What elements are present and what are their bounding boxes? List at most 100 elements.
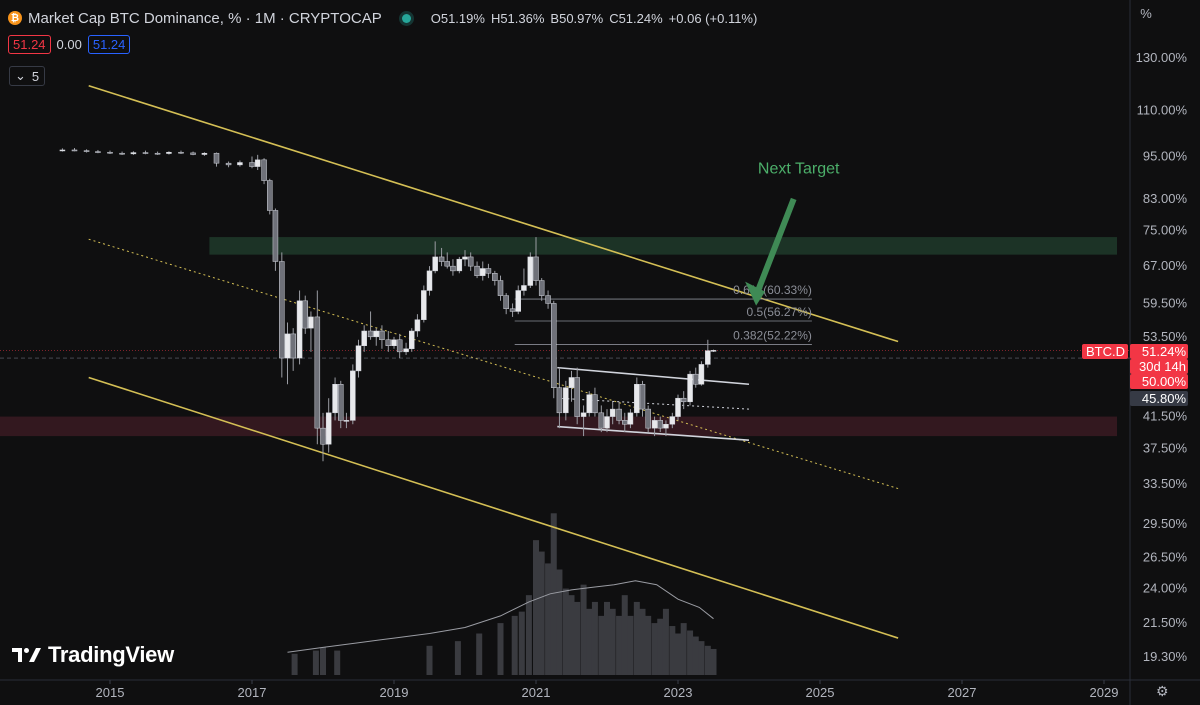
candle-body[interactable] <box>178 151 184 154</box>
candle-body[interactable] <box>190 152 196 155</box>
price-label-level[interactable]: 45.80% <box>1142 391 1187 406</box>
candle-body[interactable] <box>290 333 296 359</box>
candle-body[interactable] <box>604 416 610 429</box>
candle-body[interactable] <box>225 162 232 166</box>
candle-body[interactable] <box>663 423 669 429</box>
candle-body[interactable] <box>705 350 711 365</box>
candle-body[interactable] <box>361 330 367 346</box>
price-label-level[interactable]: 50.00% <box>1142 374 1187 389</box>
candle-body[interactable] <box>509 308 516 312</box>
candle-body[interactable] <box>687 373 693 403</box>
candle-body[interactable] <box>680 397 687 403</box>
candle-body[interactable] <box>154 152 161 155</box>
candle-body[interactable] <box>675 397 681 417</box>
candle-body[interactable] <box>385 339 392 346</box>
candle-body[interactable] <box>444 261 450 267</box>
candle-body[interactable] <box>456 258 463 272</box>
candle-body[interactable] <box>545 295 551 304</box>
candle-body[interactable] <box>622 420 628 425</box>
candle-body[interactable] <box>634 383 640 414</box>
trendline-flag-bottom[interactable] <box>557 425 750 441</box>
candle-body[interactable] <box>107 151 113 154</box>
candle-body[interactable] <box>538 280 545 296</box>
candle-body[interactable] <box>563 387 569 414</box>
candle-body[interactable] <box>467 256 474 267</box>
candle-body[interactable] <box>485 268 492 274</box>
candle-body[interactable] <box>432 256 438 272</box>
gear-icon[interactable]: ⚙ <box>1156 683 1169 699</box>
candle-body[interactable] <box>421 290 427 320</box>
price-label-countdown[interactable]: 30d 14h <box>1139 359 1186 374</box>
candle-body[interactable] <box>627 412 634 425</box>
candle-body[interactable] <box>426 270 433 291</box>
candle-body[interactable] <box>556 387 563 414</box>
tradingview-logo[interactable]: TradingView <box>12 642 174 668</box>
candle-body[interactable] <box>474 265 480 276</box>
candle-body[interactable] <box>396 339 403 353</box>
buy-button[interactable]: 51.24 <box>87 35 131 54</box>
candle-body[interactable] <box>592 394 598 414</box>
candle-body[interactable] <box>279 261 285 359</box>
candle-body[interactable] <box>314 316 321 429</box>
candle-body[interactable] <box>83 150 90 152</box>
candle-body[interactable] <box>403 348 409 353</box>
candle-body[interactable] <box>379 330 385 341</box>
candle-body[interactable] <box>503 295 509 310</box>
candle-body[interactable] <box>213 152 220 164</box>
candle-body[interactable] <box>95 151 101 153</box>
candle-body[interactable] <box>527 256 534 286</box>
candle-body[interactable] <box>414 319 421 332</box>
candle-body[interactable] <box>450 265 456 272</box>
candle-body[interactable] <box>698 364 705 385</box>
candle-body[interactable] <box>355 345 362 372</box>
candle-body[interactable] <box>59 149 66 152</box>
trendline-flag-mid-dotted[interactable] <box>557 397 750 410</box>
candle-body[interactable] <box>586 394 592 414</box>
trendline-channel-bottom[interactable] <box>88 376 899 639</box>
candle-body[interactable] <box>669 416 676 425</box>
candle-body[interactable] <box>639 383 646 410</box>
candle-body[interactable] <box>249 162 255 167</box>
candle-body[interactable] <box>325 412 332 445</box>
candle-body[interactable] <box>574 377 580 417</box>
candle-body[interactable] <box>367 330 374 338</box>
candle-body[interactable] <box>609 408 616 417</box>
candle-body[interactable] <box>130 152 137 155</box>
candle-body[interactable] <box>515 290 521 312</box>
candle-body[interactable] <box>308 316 314 329</box>
candle-body[interactable] <box>302 300 308 329</box>
candle-body[interactable] <box>480 268 486 276</box>
price-label-last[interactable]: 51.24% <box>1142 344 1187 359</box>
trendline-channel-top[interactable] <box>88 85 899 343</box>
candle-body[interactable] <box>651 420 658 429</box>
trendline-channel-mid-dotted[interactable] <box>88 238 899 490</box>
candle-body[interactable] <box>533 256 539 281</box>
candle-body[interactable] <box>580 412 587 417</box>
candle-body[interactable] <box>261 159 267 181</box>
annotation-label[interactable]: Next Target <box>758 160 840 177</box>
candle-body[interactable] <box>320 427 326 445</box>
candle-body[interactable] <box>657 420 663 429</box>
candle-body[interactable] <box>391 339 397 346</box>
candle-body[interactable] <box>254 159 261 167</box>
candle-body[interactable] <box>598 412 605 429</box>
candle-body[interactable] <box>710 350 717 352</box>
candle-body[interactable] <box>693 373 699 385</box>
candle-body[interactable] <box>119 152 125 155</box>
sell-button[interactable]: 51.24 <box>8 35 51 54</box>
candle-body[interactable] <box>284 333 291 359</box>
candle-body[interactable] <box>71 149 78 152</box>
chart-title[interactable]: Market Cap BTC Dominance, % · 1M · CRYPT… <box>28 9 382 27</box>
candle-body[interactable] <box>438 256 445 262</box>
candle-body[interactable] <box>551 303 557 388</box>
candle-body[interactable] <box>296 300 303 359</box>
candle-body[interactable] <box>166 151 172 154</box>
candle-body[interactable] <box>568 377 575 388</box>
market-status-icon[interactable] <box>401 13 411 23</box>
candle-body[interactable] <box>237 162 243 166</box>
candle-body[interactable] <box>492 273 498 281</box>
candle-body[interactable] <box>373 330 379 338</box>
time-axis[interactable] <box>0 680 1200 705</box>
candle-body[interactable] <box>409 330 415 350</box>
